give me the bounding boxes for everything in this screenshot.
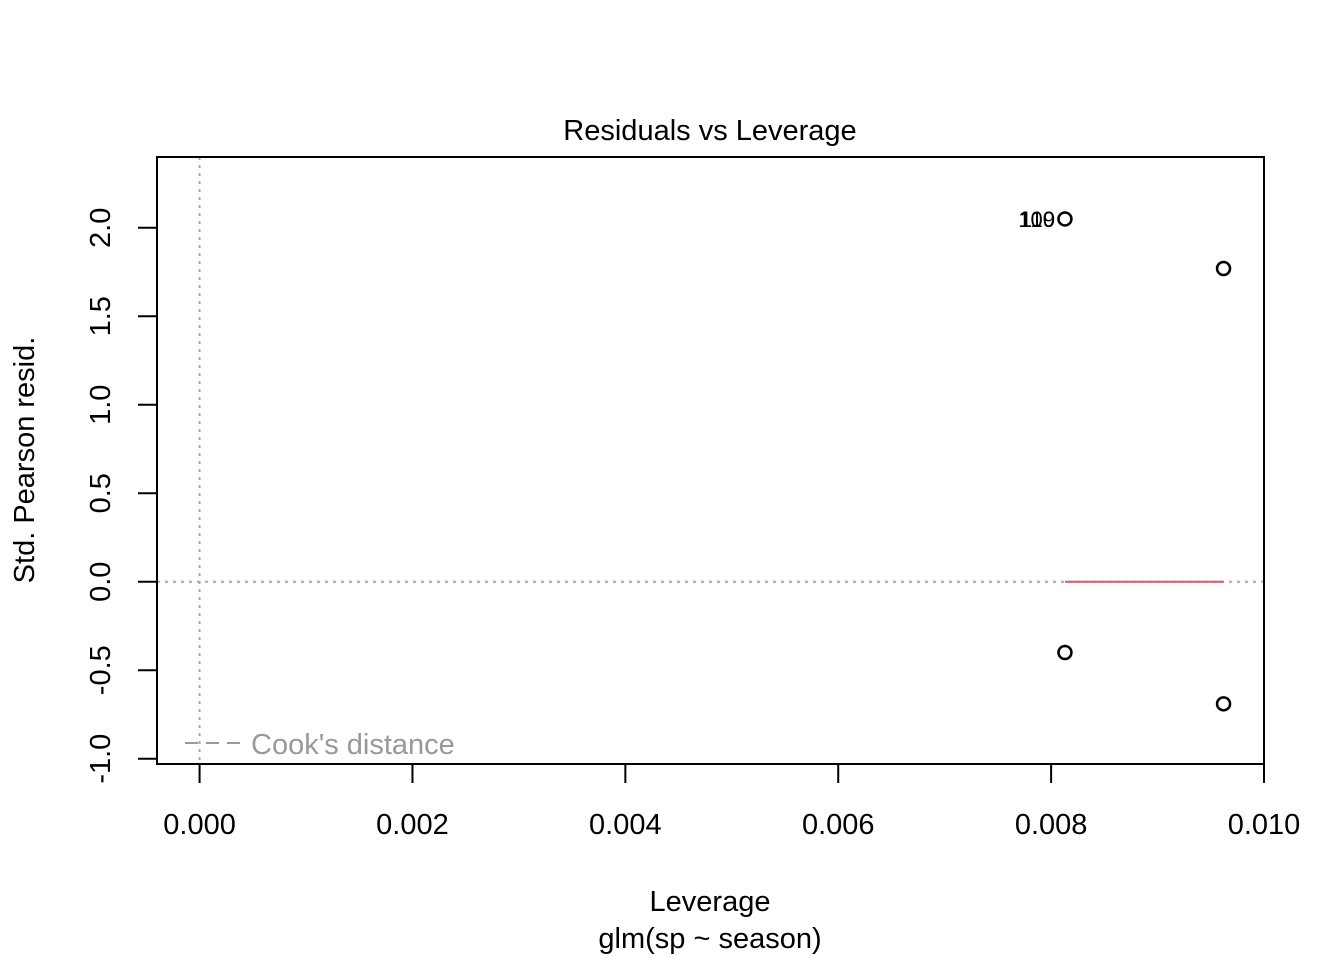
y-tick-label: -1.0 [85, 734, 117, 784]
x-axis-label: Leverage [650, 886, 771, 918]
x-tick-label: 0.006 [802, 809, 875, 841]
point-label: 110 [1020, 207, 1055, 232]
y-tick-label: 2.0 [85, 208, 117, 248]
y-tick-label: 0.0 [85, 562, 117, 602]
y-axis: -1.0 -0.5 0.0 0.5 1.0 1.5 2.0 [85, 208, 158, 784]
data-point [1057, 211, 1073, 227]
x-tick-label: 0.002 [376, 809, 449, 841]
data-point [1215, 260, 1232, 277]
chart-title: Residuals vs Leverage [563, 115, 856, 147]
plot-frame [156, 156, 1265, 765]
y-tick-label: 1.0 [85, 385, 117, 425]
point-label: 109 [1018, 207, 1055, 232]
data-point [1057, 644, 1073, 661]
x-tick-label: 0.004 [589, 809, 662, 841]
x-tick-label: 0.010 [1228, 809, 1301, 841]
reference-lines [157, 157, 1264, 764]
y-axis-label: Std. Pearson resid. [9, 337, 41, 584]
legend: Cook's distance [185, 729, 455, 761]
y-tick-label: 1.5 [85, 296, 117, 336]
x-tick-label: 0.000 [163, 809, 236, 841]
x-axis-sublabel: glm(sp ~ season) [598, 923, 821, 955]
legend-label: Cook's distance [251, 729, 455, 761]
y-tick-label: -0.5 [85, 645, 117, 695]
data-points [1057, 211, 1232, 712]
y-tick-label: 0.5 [85, 473, 117, 513]
x-axis: 0.000 0.002 0.004 0.006 0.008 0.010 [163, 763, 1301, 841]
x-tick-label: 0.008 [1015, 809, 1088, 841]
data-point [1215, 696, 1232, 712]
